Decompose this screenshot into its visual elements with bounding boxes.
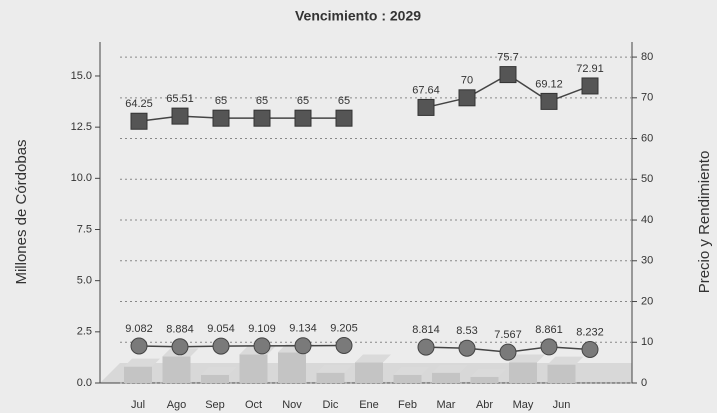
marker <box>171 107 189 125</box>
y-tick-label: 12.5 <box>71 121 92 133</box>
marker <box>294 109 312 127</box>
marker <box>581 77 599 95</box>
bar-top <box>316 364 353 373</box>
data-label: 8.814 <box>412 324 440 336</box>
data-label: 9.109 <box>248 323 276 335</box>
x-tick-label: Abr <box>476 399 493 411</box>
bar <box>547 364 576 383</box>
x-tick-label: May <box>513 399 534 411</box>
bar <box>470 376 499 383</box>
data-label: 8.884 <box>166 324 194 336</box>
x-tick-label: Sep <box>205 399 225 411</box>
data-label: 65 <box>256 95 268 107</box>
data-label: 75.7 <box>497 51 518 63</box>
y2-tick-label: 0 <box>641 377 647 389</box>
x-tick-label: Ene <box>359 399 379 411</box>
bar-top <box>201 366 237 375</box>
marker <box>253 109 271 127</box>
marker <box>540 338 558 356</box>
y2-tick-label: 20 <box>641 295 653 307</box>
line <box>138 115 344 122</box>
bar <box>393 374 422 383</box>
marker <box>499 66 517 84</box>
y-tick-label: 15.0 <box>71 70 92 82</box>
bar-top <box>393 366 430 375</box>
data-label: 8.232 <box>576 326 604 338</box>
x-tick-label: Feb <box>398 399 417 411</box>
bar <box>355 362 383 383</box>
x-tick-label: Jul <box>131 399 145 411</box>
bar <box>316 372 345 383</box>
y-tick-label: 10.0 <box>71 172 92 184</box>
x-tick-label: Nov <box>282 399 302 411</box>
data-label: 8.53 <box>456 325 477 337</box>
y2-tick-label: 40 <box>641 214 653 226</box>
bar-top <box>355 354 391 363</box>
bar <box>201 374 229 383</box>
bar <box>278 352 306 383</box>
y-tick-label: 2.5 <box>77 326 92 338</box>
data-label: 9.054 <box>207 323 235 335</box>
data-label: 65 <box>297 95 309 107</box>
data-label: 7.567 <box>494 329 522 341</box>
y2-tick-label: 70 <box>641 92 653 104</box>
x-tick-label: Dic <box>323 399 339 411</box>
marker <box>540 92 558 110</box>
marker <box>458 89 476 107</box>
bar-top <box>124 358 160 367</box>
marker <box>212 109 230 127</box>
y-tick-label: 7.5 <box>77 223 92 235</box>
x-tick-label: Mar <box>437 399 456 411</box>
x-tick-label: Oct <box>245 399 262 411</box>
marker <box>130 112 148 130</box>
y2-tick-label: 10 <box>641 336 653 348</box>
bar <box>162 356 191 383</box>
data-label: 65.51 <box>166 93 194 105</box>
marker <box>581 340 599 358</box>
data-label: 9.205 <box>330 322 358 334</box>
y2-tick-label: 60 <box>641 132 653 144</box>
marker <box>212 337 230 355</box>
data-label: 65 <box>215 95 227 107</box>
data-label: 67.64 <box>412 84 440 96</box>
bar-top <box>432 364 468 373</box>
data-label: 9.082 <box>125 323 153 335</box>
y2-tick-label: 50 <box>641 173 653 185</box>
x-tick-label: Ago <box>167 399 187 411</box>
marker <box>335 109 353 127</box>
chart-title: Vencimiento : 2029 <box>295 8 421 24</box>
data-label: 64.25 <box>125 98 153 110</box>
marker <box>335 336 353 354</box>
data-label: 65 <box>338 95 350 107</box>
data-label: 9.134 <box>289 323 317 335</box>
marker <box>130 337 148 355</box>
data-label: 70 <box>461 75 473 87</box>
bar-top <box>547 356 584 365</box>
bar <box>509 362 537 383</box>
bar-top <box>509 354 545 363</box>
data-label: 72.91 <box>576 63 604 75</box>
y2-tick-label: 80 <box>641 51 653 63</box>
marker <box>294 337 312 355</box>
data-label: 8.861 <box>535 324 563 336</box>
line <box>138 344 345 348</box>
marker <box>417 98 435 116</box>
data-label: 69.12 <box>535 78 563 90</box>
marker <box>253 337 271 355</box>
y-axis-label: Millones de Córdobas <box>13 139 30 284</box>
marker <box>417 338 435 356</box>
bar-top <box>470 368 507 377</box>
bar <box>432 372 460 383</box>
y2-axis-label: Precio y Rendimiento <box>696 151 713 294</box>
y-tick-label: 0.0 <box>77 377 92 389</box>
x-tick-label: Jun <box>553 399 571 411</box>
marker <box>499 343 517 361</box>
bar <box>239 354 268 383</box>
y-tick-label: 5.0 <box>77 275 92 287</box>
bar <box>124 366 152 383</box>
marker <box>458 339 476 357</box>
y2-tick-label: 30 <box>641 255 653 267</box>
marker <box>171 338 189 356</box>
